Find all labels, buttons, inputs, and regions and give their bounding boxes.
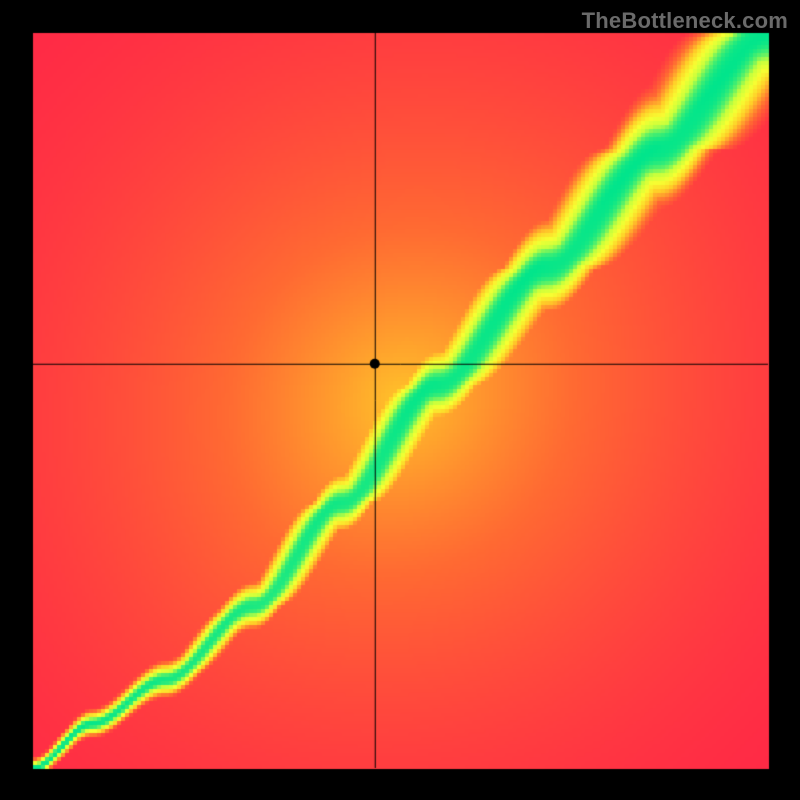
bottleneck-heatmap — [0, 0, 800, 800]
watermark-text: TheBottleneck.com — [582, 8, 788, 34]
